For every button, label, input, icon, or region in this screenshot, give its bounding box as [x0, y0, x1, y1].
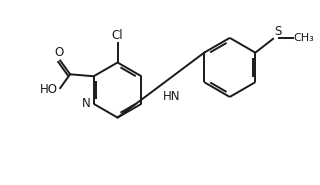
Text: O: O [55, 46, 64, 58]
Text: N: N [82, 97, 91, 110]
Text: CH₃: CH₃ [294, 33, 315, 43]
Text: HN: HN [163, 90, 180, 103]
Text: HO: HO [40, 83, 58, 96]
Text: S: S [274, 25, 281, 38]
Text: Cl: Cl [112, 29, 123, 42]
